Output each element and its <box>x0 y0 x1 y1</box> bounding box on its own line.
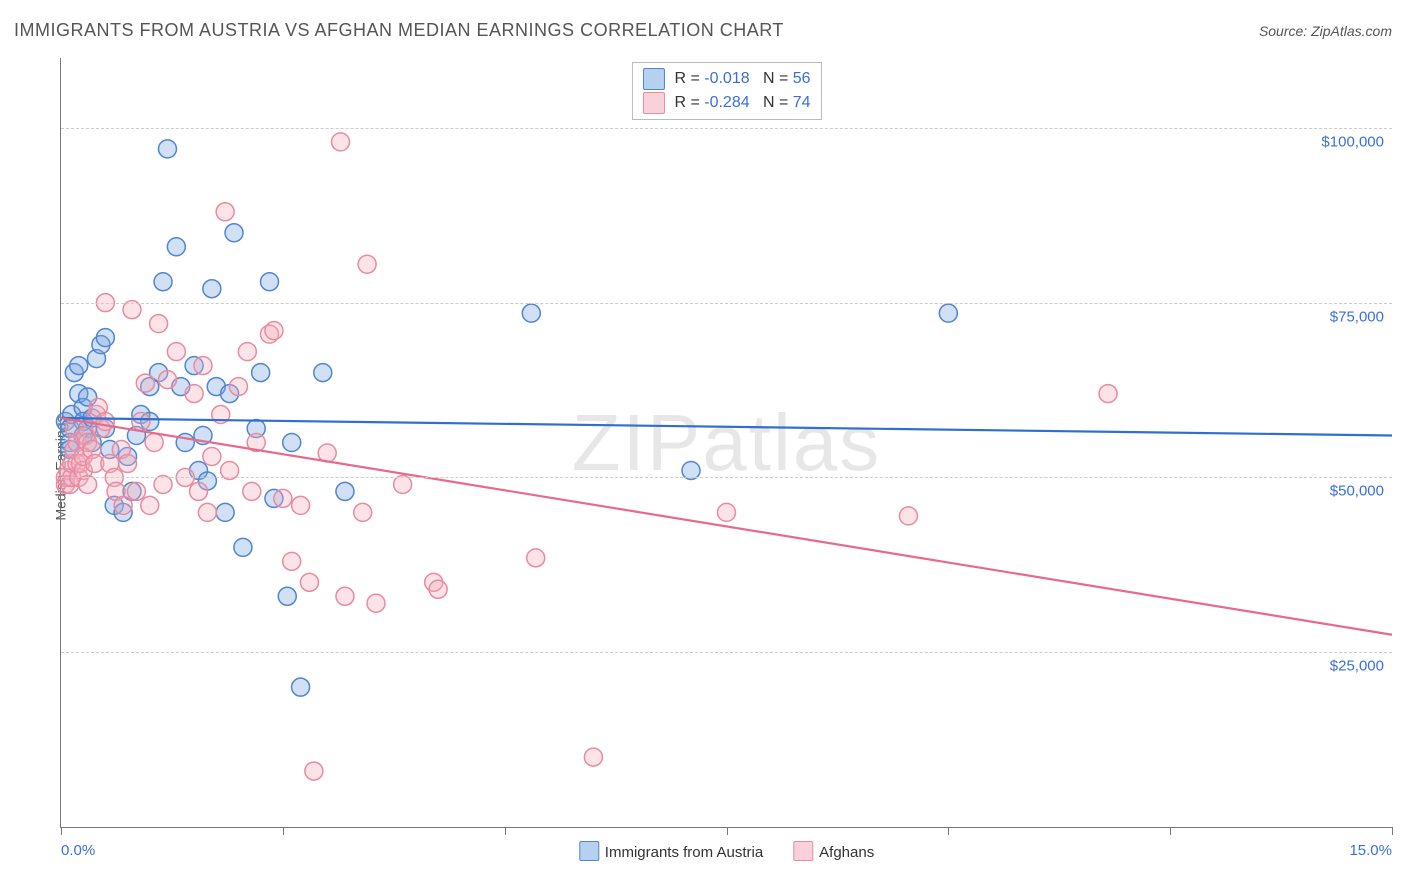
x-tick <box>283 827 284 835</box>
legend: Immigrants from Austria Afghans <box>579 841 874 861</box>
legend-swatch <box>642 68 664 90</box>
x-tick <box>61 827 62 835</box>
x-tick <box>727 827 728 835</box>
y-tick-label: $50,000 <box>1328 483 1386 500</box>
trend-line-austria <box>61 418 1392 435</box>
x-tick <box>1170 827 1171 835</box>
gridline <box>61 477 1392 478</box>
x-tick <box>948 827 949 835</box>
gridline <box>61 652 1392 653</box>
corr-row: R = -0.018 N = 56 <box>642 67 810 91</box>
legend-label: Afghans <box>819 844 874 861</box>
source-label: Source: ZipAtlas.com <box>1259 23 1392 39</box>
x-label-min: 0.0% <box>61 842 95 859</box>
gridline <box>61 303 1392 304</box>
legend-label: Immigrants from Austria <box>605 844 763 861</box>
y-tick-label: $75,000 <box>1328 308 1386 325</box>
chart-title: IMMIGRANTS FROM AUSTRIA VS AFGHAN MEDIAN… <box>14 20 784 41</box>
trend-lines-layer <box>61 58 1392 827</box>
y-tick-label: $25,000 <box>1328 658 1386 675</box>
plot-wrap: Median Earnings ZIPatlas R = -0.018 N = … <box>14 58 1392 878</box>
plot-area: ZIPatlas R = -0.018 N = 56R = -0.284 N =… <box>60 58 1392 828</box>
corr-text: R = -0.018 N = 56 <box>674 67 810 91</box>
corr-row: R = -0.284 N = 74 <box>642 91 810 115</box>
y-tick-label: $100,000 <box>1319 133 1386 150</box>
legend-swatch <box>793 841 813 861</box>
x-label-max: 15.0% <box>1349 842 1392 859</box>
corr-text: R = -0.284 N = 74 <box>674 91 810 115</box>
x-tick <box>505 827 506 835</box>
gridline <box>61 128 1392 129</box>
trend-line-afghans <box>61 418 1392 635</box>
legend-swatch <box>579 841 599 861</box>
legend-item: Afghans <box>793 841 874 861</box>
x-tick <box>1392 827 1393 835</box>
legend-swatch <box>642 92 664 114</box>
legend-item: Immigrants from Austria <box>579 841 763 861</box>
correlation-box: R = -0.018 N = 56R = -0.284 N = 74 <box>631 62 821 120</box>
